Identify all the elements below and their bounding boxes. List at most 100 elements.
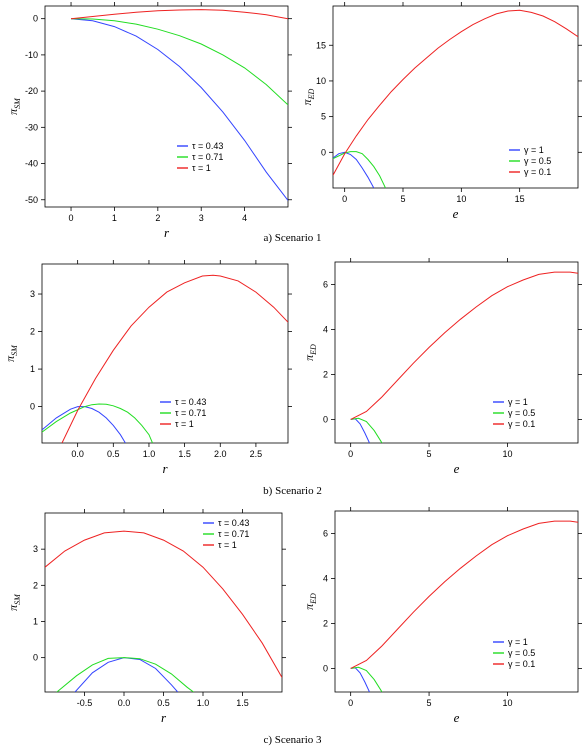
legend: τ = 0.43τ = 0.71τ = 1 — [203, 518, 249, 550]
x-tick-label: 0.0 — [71, 449, 84, 459]
plot-frame — [334, 510, 579, 693]
x-tick-label: 3 — [199, 213, 204, 223]
x-tick-label: 1.5 — [178, 449, 191, 459]
chart-scenario-3-left: -0.5 0.0 0.5 1.0 1.5 0 1 2 3 r πSM τ = 0.43τ = 0.71… — [6, 509, 286, 725]
series-line-0 — [74, 657, 179, 692]
x-tick-label: 0.5 — [107, 449, 120, 459]
x-tick-label: 5 — [400, 194, 405, 204]
series-line-2 — [333, 9, 578, 176]
y-axis-label: πED — [302, 344, 318, 361]
chart-scenario-2-left: 0.0 0.5 1.0 1.5 2.0 2.5 0 1 2 3 r πSM τ = 0.43τ = 0.… — [3, 260, 292, 476]
x-axis-label: e — [453, 206, 459, 221]
y-tick-label: 2 — [30, 327, 35, 337]
legend: γ = 1γ = 0.5γ = 0.1 — [509, 145, 551, 177]
y-axis-label: πED — [302, 593, 318, 610]
x-tick-label: 10 — [502, 698, 512, 708]
y-tick-label: 0 — [323, 663, 328, 673]
legend-label: τ = 1 — [175, 419, 194, 429]
series-line-1 — [333, 151, 386, 188]
y-tick-label: 1 — [30, 364, 35, 374]
x-tick-label: 1.0 — [143, 449, 156, 459]
y-tick-label: 4 — [323, 573, 328, 583]
caption-scenario-2: b) Scenario 2 — [263, 485, 322, 497]
x-tick-label: 15 — [515, 194, 525, 204]
y-tick-label: 3 — [33, 544, 38, 554]
caption-scenario-1: a) Scenario 1 — [263, 232, 322, 244]
legend-label: τ = 0.71 — [218, 529, 249, 539]
legend-label: τ = 0.71 — [175, 408, 206, 418]
legend-label: γ = 0.5 — [508, 408, 535, 418]
series-group — [350, 271, 578, 443]
series-group — [333, 9, 578, 188]
x-axis-label: e — [454, 710, 460, 725]
y-tick-label: 5 — [321, 112, 326, 122]
y-tick-label: -40 — [25, 159, 38, 169]
x-tick-label: 4 — [242, 213, 247, 223]
x-tick-label: 10 — [456, 194, 466, 204]
x-axis-label: r — [161, 710, 167, 725]
y-tick-label: 2 — [323, 618, 328, 628]
x-tick-label: 0 — [342, 194, 347, 204]
legend: γ = 1γ = 0.5γ = 0.1 — [493, 397, 535, 429]
series-line-0 — [70, 18, 288, 201]
legend: τ = 0.43τ = 0.71τ = 1 — [160, 397, 206, 429]
series-line-2 — [70, 9, 288, 20]
series-line-1 — [350, 417, 383, 443]
series-line-2 — [45, 530, 282, 678]
series-line-1 — [42, 403, 153, 443]
y-tick-label: 2 — [323, 369, 328, 379]
legend-label: γ = 0.1 — [508, 419, 535, 429]
y-tick-label: 2 — [33, 580, 38, 590]
y-tick-label: 0 — [33, 14, 38, 24]
y-tick-label: 0 — [33, 653, 38, 663]
legend-label: τ = 0.43 — [192, 141, 223, 151]
series-line-0 — [333, 151, 375, 188]
y-tick-label: 0 — [321, 147, 326, 157]
y-tick-label: 6 — [323, 528, 328, 538]
y-axis-label: πSM — [6, 593, 22, 611]
series-line-2 — [61, 274, 288, 443]
series-line-1 — [70, 18, 288, 106]
x-tick-label: 0 — [348, 449, 353, 459]
x-tick-label: 0.0 — [118, 698, 131, 708]
x-axis-label: e — [454, 461, 460, 476]
x-tick-label: 10 — [502, 449, 512, 459]
legend-label: γ = 0.1 — [508, 659, 535, 669]
y-tick-label: 0 — [30, 402, 35, 412]
legend-label: γ = 0.5 — [508, 648, 535, 658]
x-axis-label: r — [164, 225, 170, 240]
x-tick-label: 1.0 — [197, 698, 210, 708]
x-tick-label: -0.5 — [77, 698, 93, 708]
legend-label: γ = 1 — [524, 145, 544, 155]
plot-frame — [332, 5, 579, 189]
y-axis-label: πSM — [3, 344, 19, 362]
y-tick-label: -30 — [25, 122, 38, 132]
x-tick-label: 5 — [427, 449, 432, 459]
series-group — [350, 520, 578, 692]
legend-label: τ = 1 — [192, 163, 211, 173]
series-line-1 — [350, 666, 383, 692]
series-line-1 — [56, 657, 194, 692]
caption-scenario-3: c) Scenario 3 — [263, 734, 322, 746]
x-tick-label: 1 — [112, 213, 117, 223]
x-tick-label: 2.0 — [214, 449, 227, 459]
legend-label: τ = 0.71 — [192, 152, 223, 162]
x-tick-label: 1.5 — [236, 698, 249, 708]
y-axis-label: πSM — [6, 97, 22, 115]
x-tick-label: 2 — [155, 213, 160, 223]
y-tick-label: 10 — [316, 76, 326, 86]
y-tick-label: 3 — [30, 289, 35, 299]
chart-scenario-1-right: 0 5 10 15 0 5 10 15 e πED γ = 1γ = 0.5γ = 0.1 — [300, 2, 582, 221]
series-line-0 — [42, 406, 126, 443]
legend-label: γ = 0.5 — [524, 156, 551, 166]
x-tick-label: 0.5 — [157, 698, 170, 708]
y-tick-label: 4 — [323, 324, 328, 334]
chart-scenario-2-right: 0 5 10 0 2 4 6 e πED γ = 1γ = 0.5γ = 0.1 — [302, 258, 582, 476]
legend-label: γ = 1 — [508, 397, 528, 407]
legend-label: γ = 1 — [508, 637, 528, 647]
plot-frame — [334, 261, 579, 444]
y-tick-label: 0 — [323, 414, 328, 424]
series-group — [42, 274, 288, 443]
